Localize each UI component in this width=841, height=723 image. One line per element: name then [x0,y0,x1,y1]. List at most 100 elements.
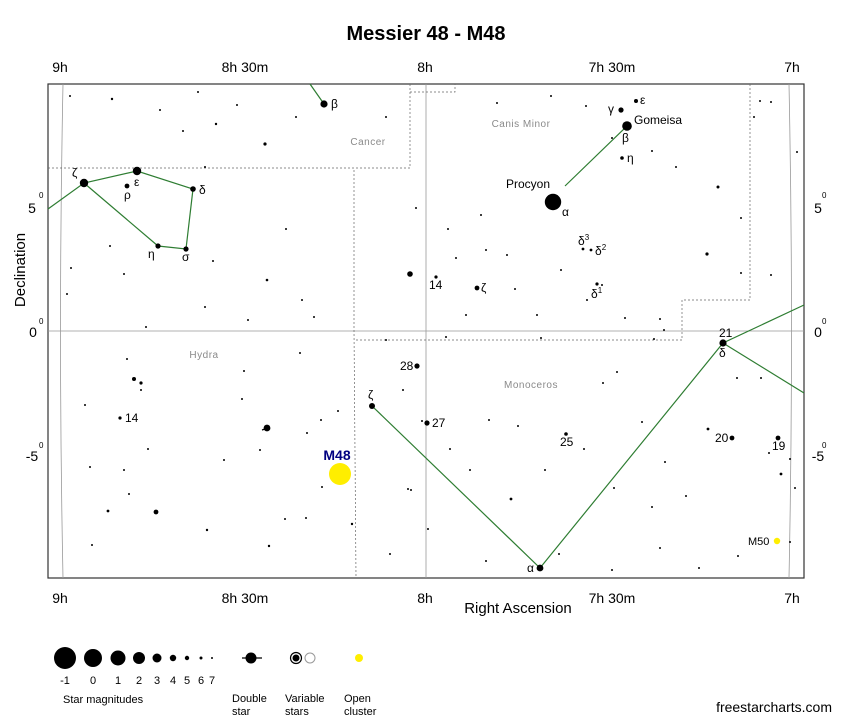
dec-label-right-0: 0 [814,324,822,340]
legend-mag-label: 6 [198,675,204,687]
label-eta-hya: η [148,247,155,261]
label-delta-mon: δ [719,346,726,360]
label-gamma-cmi: γ [608,102,614,116]
label-m48: M48 [323,447,350,463]
label-alpha-cmi: α [562,205,569,219]
label-28-mon: 28 [400,359,414,373]
star-zeta-cmi [474,285,480,291]
star-eta-cmi [620,156,624,160]
legend-cluster-label-2: cluster [344,706,377,718]
ra-label-bottom-8h30: 8h 30m [222,590,269,606]
constellation-canis-minor: Canis Minor [492,119,551,130]
star-sigma-hya [183,246,189,252]
dec-label-left-5: 5 [28,200,36,216]
constellation-hydra: Hydra [189,350,218,361]
star-21-delta-mon [719,339,727,347]
dec-degree-left-5: 0 [39,191,44,200]
star-28-mon [414,363,420,369]
legend-mag-m1 [54,647,76,669]
label-delta1: δ [591,287,598,301]
ra-label-top-7h: 7h [784,59,800,75]
star-delta1-cmi [595,282,599,286]
legend-variable-label-2: stars [285,706,309,718]
ra-label-top-9h: 9h [52,59,68,75]
credit-text[interactable]: freestarcharts.com [716,699,832,715]
star-25-mon [564,432,568,436]
legend-magnitudes: -1 0 1 2 3 4 5 6 7 Star magnitudes [54,647,215,706]
dec-label-left-m5: -5 [26,448,39,464]
legend-mag-6 [199,656,203,660]
star-27-mon [424,420,430,426]
star-gamma-cmi [618,107,624,113]
dec-label-right-5: 5 [814,200,822,216]
label-delta2-sup: 2 [602,243,607,252]
svg-text:δ3: δ3 [578,233,590,248]
label-beta-cnc: β [331,97,338,111]
ra-label-top-8h: 8h [417,59,433,75]
star-hya-a [132,377,136,381]
legend-mag-0 [84,649,102,667]
label-delta-hya: δ [199,183,206,197]
star-alpha-mon [536,564,544,572]
ra-label-top-8h30: 8h 30m [222,59,269,75]
cluster-m50[interactable] [773,537,781,545]
constellation-boundaries [48,84,751,579]
monoceros-line-b [722,342,805,394]
star-eta-hya [155,243,161,249]
star-beta-cnc [320,100,328,108]
ra-gridline-7h [788,83,792,579]
star-rho-hya [124,183,130,189]
label-27-mon: 27 [432,416,446,430]
legend-mag-label: 2 [136,675,142,687]
ra-label-bottom-9h: 9h [52,590,68,606]
legend-mag-1 [110,650,126,666]
ra-label-bottom-7h: 7h [784,590,800,606]
legend-mag-label: 4 [170,675,176,687]
legend-variable-stars: Variable stars [285,651,325,718]
label-zeta-hya: ζ [72,166,78,180]
legend-magnitudes-caption: Star magnitudes [63,694,144,706]
cluster-m48[interactable] [329,463,351,485]
legend-mag-label: -1 [60,675,70,687]
label-m50: M50 [748,536,769,548]
legend-open-cluster: Open cluster [344,654,377,718]
ra-label-bottom-7h30: 7h 30m [589,590,636,606]
legend-mag-3 [152,653,162,663]
label-gomeisa: Gomeisa [634,113,682,127]
label-delta3-sup: 3 [585,233,590,242]
label-19-mon: 19 [772,439,786,453]
label-rho-hya: ρ [124,188,131,202]
ra-label-bottom-8h: 8h [417,590,433,606]
star-eps-cmi [634,99,638,103]
canis-minor-line [564,125,628,187]
label-delta3: δ [578,234,585,248]
star-hya-c [153,509,159,515]
legend-mag-label: 7 [209,675,215,687]
legend-double-label-2: star [232,706,251,718]
label-delta1-sup: 1 [598,286,603,295]
monoceros-line-a [371,304,805,569]
label-eps-hya: ε [134,175,140,189]
star-hya-b [139,381,143,385]
label-20-mon: 20 [715,431,729,445]
label-zeta-cmi: ζ [481,281,487,295]
star-procyon [544,193,562,211]
legend-mag-label: 3 [154,675,160,687]
star-gomeisa [622,121,632,131]
label-21: 21 [719,326,733,340]
legend-double-label-1: Double [232,693,267,705]
dec-degree-left-m5: 0 [39,441,44,450]
svg-text:δ2: δ2 [595,243,607,258]
dec-label-left-0: 0 [29,324,37,340]
cancer-line [309,83,325,105]
legend-mag-4 [169,654,177,662]
dec-degree-right-5: 0 [822,191,827,200]
legend-mag-label: 0 [90,675,96,687]
label-sigma-hya: σ [182,250,190,264]
label-eta-cmi: η [627,151,634,165]
dec-label-right-m5: -5 [812,448,825,464]
legend-variable-label-1: Variable [285,693,325,705]
grid [48,83,804,579]
label-25-mon: 25 [560,435,574,449]
